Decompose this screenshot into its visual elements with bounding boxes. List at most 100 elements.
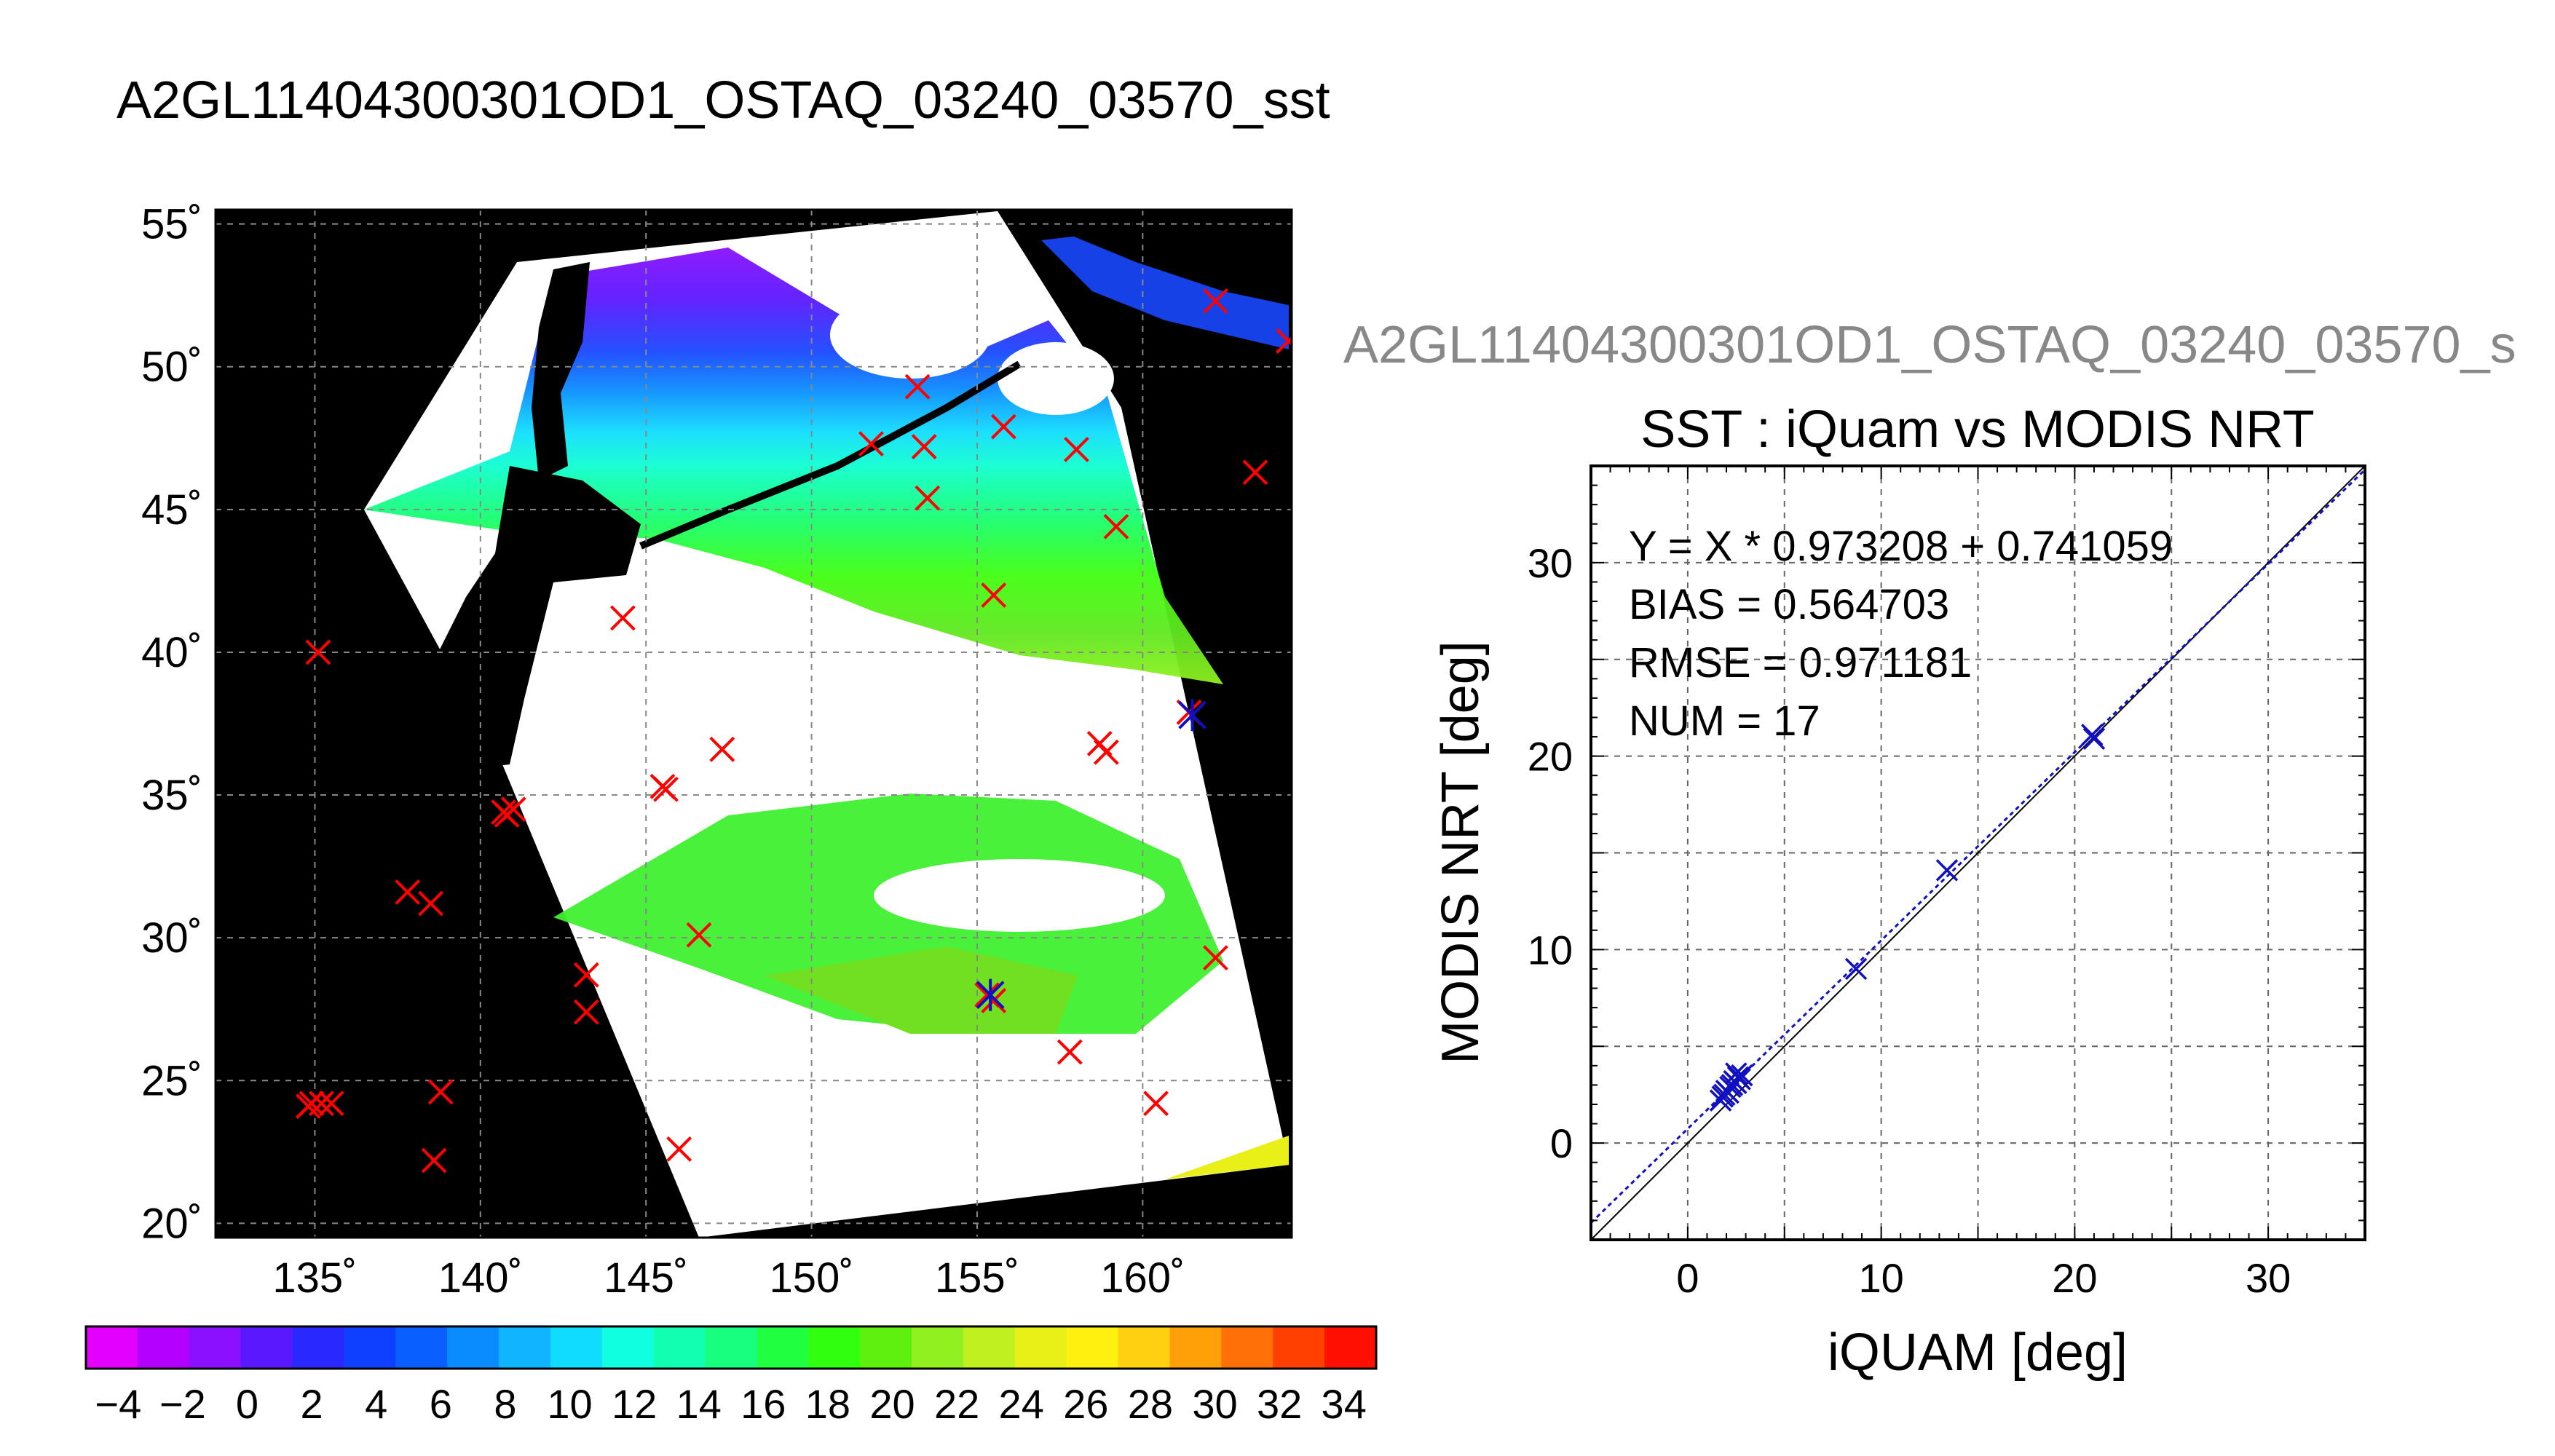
buoy-marker (709, 736, 735, 762)
colorbar-tick-label: 24 (999, 1381, 1044, 1427)
colorbar-tick-label: 14 (676, 1381, 722, 1427)
lat-tick-label: 55˚ (141, 201, 202, 248)
stats-line: BIAS = 0.564703 (1629, 581, 1949, 628)
cloud-patch (998, 342, 1114, 415)
sst-field-north (364, 248, 1223, 684)
sst-field-subtropical (765, 946, 1078, 1034)
buoy-marker (418, 890, 444, 917)
buoy-marker (573, 962, 599, 988)
colorbar-swatch (1066, 1326, 1119, 1369)
colorbar-tick-label: 22 (934, 1381, 979, 1427)
matched-buoy-marker (1178, 699, 1207, 732)
colorbar-swatch (1014, 1326, 1067, 1369)
stats-line: RMSE = 0.971181 (1629, 639, 1972, 687)
buoy-marker (981, 988, 1007, 1013)
lon-tick-label: 135˚ (272, 1254, 357, 1302)
colorbar-swatch (1221, 1326, 1273, 1369)
colorbar-swatch (395, 1326, 448, 1369)
colorbar-tick-label: 34 (1322, 1381, 1367, 1427)
x-tick-label: 0 (1676, 1255, 1699, 1301)
scatter-point (1713, 1083, 1736, 1106)
colorbar-tick-label: 18 (805, 1381, 850, 1427)
y-tick-label: 10 (1528, 927, 1573, 973)
lat-tick-label: 45˚ (141, 486, 202, 534)
y-tick-label: 0 (1550, 1120, 1573, 1166)
colorbar-swatch (1118, 1326, 1170, 1369)
lat-tick-label: 40˚ (141, 629, 202, 676)
buoy-marker (1202, 288, 1228, 314)
buoy-markers (295, 288, 1292, 1174)
x-tick-label: 20 (2052, 1255, 2097, 1301)
map-axis-labels: 135˚ 140˚ 145˚ 150˚ 155˚ 160˚ 20˚ 25˚ 30˚ 35˚ 40˚ 4… (141, 201, 1185, 1302)
colorbar-swatch (653, 1326, 706, 1369)
colorbar-swatch (705, 1326, 757, 1369)
buoy-marker (395, 879, 421, 905)
colorbar-swatch (550, 1326, 603, 1369)
buoy-marker (911, 434, 937, 459)
stats-line: NUM = 17 (1629, 697, 1820, 745)
scatter-point (2082, 727, 2106, 750)
colorbar-tick-label: 16 (741, 1381, 786, 1427)
matched-buoy-marker (976, 978, 1005, 1011)
colorbar-swatch (189, 1326, 242, 1369)
cloud-patch (874, 859, 1165, 932)
colorbar-swatch (240, 1326, 293, 1369)
buoy-marker (915, 485, 941, 511)
buoy-marker (1242, 459, 1268, 486)
scatter-title: SST : iQuam vs MODIS NRT (1640, 400, 2315, 459)
x-tick-label: 30 (2246, 1255, 2291, 1301)
colorbar-swatch (963, 1326, 1016, 1369)
colorbar-tick-label: 32 (1257, 1381, 1302, 1427)
buoy-marker (427, 1079, 454, 1105)
colorbar-swatch (1324, 1326, 1377, 1369)
scatter-point (1717, 1081, 1739, 1104)
scatter-panel-title: A2GL11404300301OD1_OSTAQ_03240_03570_s (1343, 316, 2516, 374)
y-tick-label: 20 (1528, 734, 1573, 780)
lat-tick-label: 50˚ (141, 344, 202, 391)
buoy-marker (421, 1147, 447, 1174)
buoy-marker (295, 1093, 321, 1119)
colorbar-tick-label: 2 (301, 1381, 323, 1427)
buoy-marker (990, 414, 1016, 440)
buoy-marker (1057, 1039, 1083, 1065)
colorbar-swatch (601, 1326, 655, 1369)
lat-tick-label: 20˚ (141, 1200, 202, 1247)
buoy-marker (858, 431, 884, 457)
scatter-point (2081, 724, 2104, 746)
scatter-point (1935, 859, 1959, 882)
map-frame (214, 208, 1293, 1239)
colorbar-tick-label: −2 (159, 1381, 206, 1427)
x-axis-label: iQUAM [deg] (1828, 1324, 2128, 1382)
lon-tick-label: 140˚ (438, 1254, 523, 1302)
cloud-patch (655, 662, 1092, 794)
buoy-marker (609, 605, 636, 631)
buoy-marker (666, 1136, 692, 1162)
colorbar-tick-label: 26 (1063, 1381, 1108, 1427)
scatter-point (1725, 1062, 1748, 1085)
colorbar-swatch (344, 1326, 396, 1369)
y-tick-label: 30 (1528, 540, 1573, 586)
scatter-point (1844, 957, 1868, 981)
colorbar-swatch (86, 1326, 138, 1369)
lon-tick-label: 160˚ (1100, 1254, 1185, 1302)
scatter-stats: Y = X * 0.973208 + 0.741059 BIAS = 0.5647… (1629, 523, 2173, 745)
lat-tick-label: 25˚ (141, 1057, 202, 1104)
buoy-marker (318, 1091, 344, 1117)
buoy-marker (653, 776, 679, 802)
lat-tick-label: 35˚ (141, 772, 202, 819)
warm-edge (1165, 1136, 1289, 1179)
buoy-marker (904, 373, 931, 400)
colorbar-tick-label: 28 (1128, 1381, 1173, 1427)
lon-tick-label: 150˚ (770, 1254, 854, 1302)
colorbar-tick-label: 30 (1192, 1381, 1237, 1427)
land-kamchatka-coast (1012, 210, 1292, 306)
colorbar-tick-label: 6 (430, 1381, 452, 1427)
colorbar-swatch (1169, 1326, 1222, 1369)
colorbar: −4 −2 0 2 4 6 8 10 12 14 16 18 20 22 24 26 28 30 32 34 (84, 1325, 1378, 1427)
x-tick-label: 10 (1858, 1255, 1903, 1301)
buoy-marker (686, 922, 712, 948)
colorbar-tick-label: 20 (869, 1381, 915, 1427)
colorbar-swatch (912, 1326, 964, 1369)
scatter-gridlines (1591, 466, 2365, 1240)
